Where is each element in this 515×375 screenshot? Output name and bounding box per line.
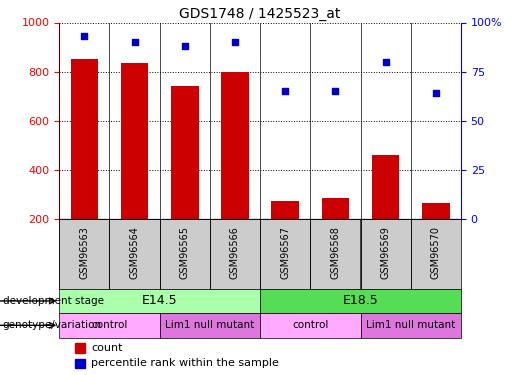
Text: Lim1 null mutant: Lim1 null mutant — [165, 320, 254, 330]
Bar — [321, 198, 349, 219]
Bar — [75, 358, 85, 368]
Text: GSM96565: GSM96565 — [180, 226, 190, 279]
Text: GSM96568: GSM96568 — [331, 226, 340, 279]
Text: control: control — [91, 320, 128, 330]
Bar — [109, 219, 160, 289]
Bar — [121, 63, 148, 219]
Point — [331, 88, 339, 94]
Bar — [260, 289, 461, 313]
Text: GSM96566: GSM96566 — [230, 226, 240, 279]
Text: development stage: development stage — [3, 296, 104, 306]
Text: percentile rank within the sample: percentile rank within the sample — [91, 358, 279, 368]
Bar — [310, 219, 360, 289]
Bar — [75, 343, 85, 353]
Bar — [210, 219, 260, 289]
Text: Lim1 null mutant: Lim1 null mutant — [366, 320, 455, 330]
Point — [181, 43, 189, 49]
Title: GDS1748 / 1425523_at: GDS1748 / 1425523_at — [179, 8, 341, 21]
Bar — [372, 155, 400, 219]
Point — [231, 39, 239, 45]
Bar — [410, 219, 461, 289]
Text: control: control — [292, 320, 329, 330]
Point — [382, 59, 390, 65]
Text: genotype/variation: genotype/variation — [3, 320, 101, 330]
Bar — [71, 59, 98, 219]
Point — [80, 33, 89, 39]
Text: GSM96564: GSM96564 — [130, 226, 140, 279]
Text: GSM96563: GSM96563 — [79, 226, 89, 279]
Bar — [360, 313, 461, 338]
Point — [130, 39, 139, 45]
Bar — [160, 313, 260, 338]
Bar — [59, 313, 160, 338]
Bar — [171, 87, 199, 219]
Text: GSM96567: GSM96567 — [280, 226, 290, 279]
Text: GSM96569: GSM96569 — [381, 226, 390, 279]
Bar — [260, 219, 310, 289]
Text: GSM96570: GSM96570 — [431, 226, 441, 279]
Point — [281, 88, 289, 94]
Text: count: count — [91, 343, 123, 353]
Text: E18.5: E18.5 — [342, 294, 379, 307]
Bar — [59, 219, 109, 289]
Point — [432, 90, 440, 96]
Bar — [260, 313, 360, 338]
Text: E14.5: E14.5 — [142, 294, 178, 307]
Bar — [271, 201, 299, 219]
Bar — [422, 203, 450, 219]
Bar — [221, 72, 249, 219]
Bar — [160, 219, 210, 289]
Bar — [59, 289, 260, 313]
Bar — [360, 219, 410, 289]
